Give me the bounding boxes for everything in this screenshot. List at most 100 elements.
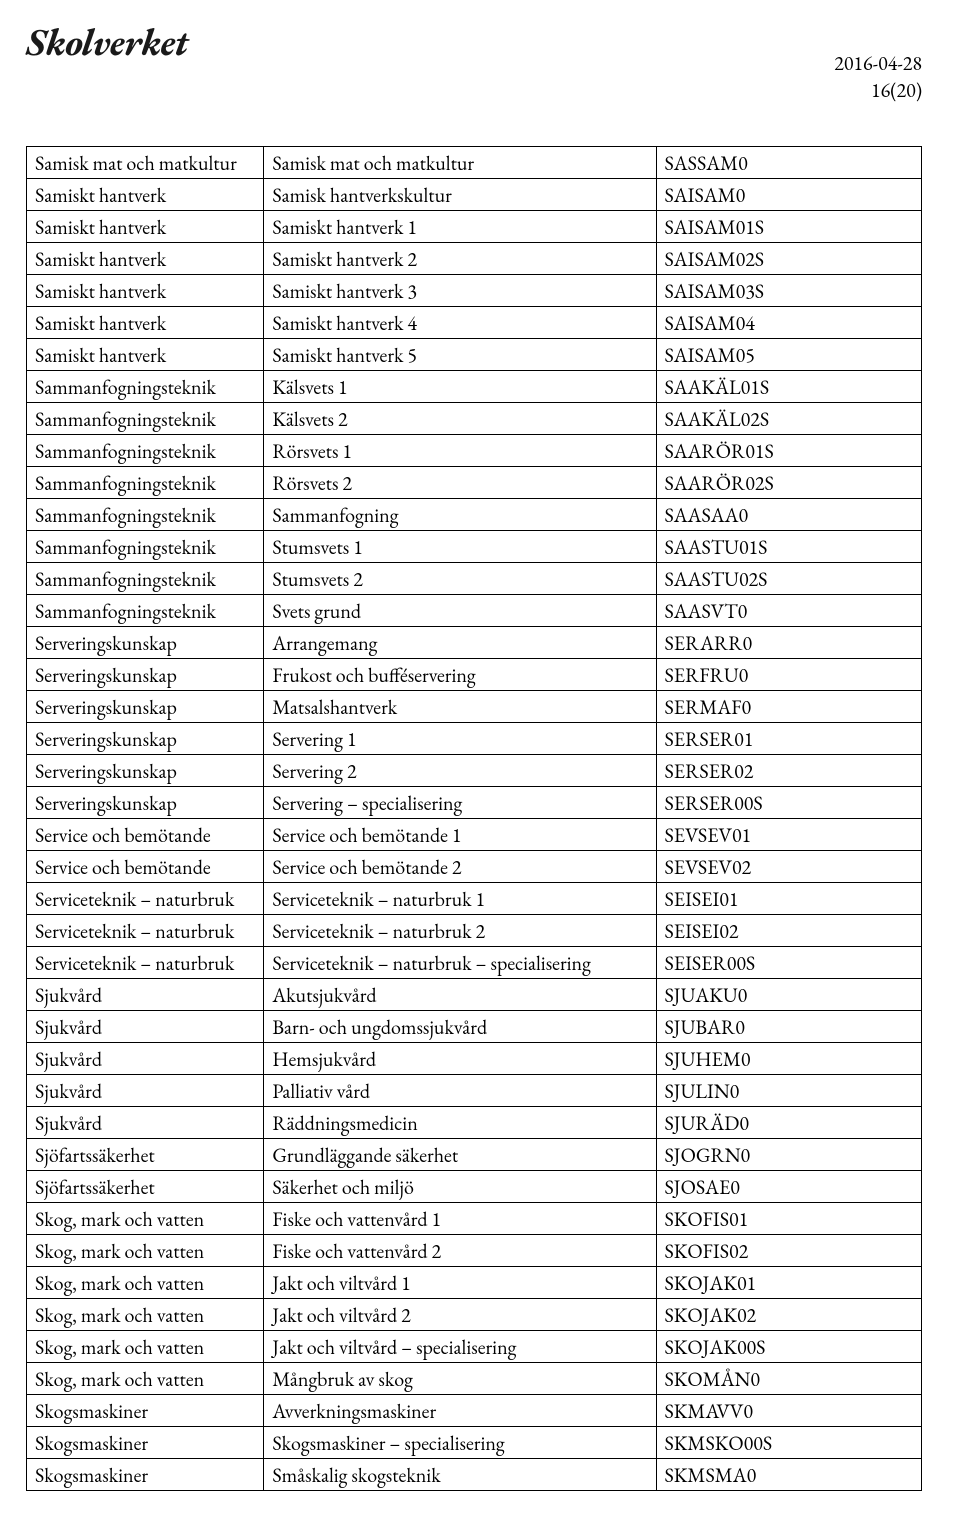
table-cell: Mångbruk av skog: [264, 1363, 656, 1395]
table-cell: Service och bemötande 1: [264, 819, 656, 851]
table-row: Serviceteknik – naturbrukServiceteknik –…: [27, 915, 922, 947]
table-cell: SERSER00S: [656, 787, 922, 819]
table-row: Skog, mark och vattenJakt och viltvård –…: [27, 1331, 922, 1363]
table-cell: Serveringskunskap: [27, 627, 264, 659]
table-row: SammanfogningsteknikSammanfogningSAASAA0: [27, 499, 922, 531]
table-cell: Skog, mark och vatten: [27, 1203, 264, 1235]
table-row: SammanfogningsteknikRörsvets 1SAARÖR01S: [27, 435, 922, 467]
table-cell: Samisk mat och matkultur: [264, 147, 656, 179]
table-cell: Sammanfogning: [264, 499, 656, 531]
table-row: Skog, mark och vattenFiske och vattenvår…: [27, 1235, 922, 1267]
table-row: SjukvårdRäddningsmedicinSJURÄD0: [27, 1107, 922, 1139]
table-cell: Skogsmaskiner – specialisering: [264, 1427, 656, 1459]
table-row: Skog, mark och vattenMångbruk av skogSKO…: [27, 1363, 922, 1395]
table-cell: Servering – specialisering: [264, 787, 656, 819]
table-cell: SERMAF0: [656, 691, 922, 723]
table-cell: Skog, mark och vatten: [27, 1299, 264, 1331]
table-cell: SKOJAK02: [656, 1299, 922, 1331]
table-cell: Jakt och viltvård 2: [264, 1299, 656, 1331]
table-cell: Service och bemötande: [27, 851, 264, 883]
table-cell: Samiskt hantverk: [27, 243, 264, 275]
table-cell: SAARÖR02S: [656, 467, 922, 499]
table-cell: SAISAM04: [656, 307, 922, 339]
table-cell: Akutsjukvård: [264, 979, 656, 1011]
table-cell: Service och bemötande: [27, 819, 264, 851]
table-cell: Serveringskunskap: [27, 659, 264, 691]
table-cell: Grundläggande säkerhet: [264, 1139, 656, 1171]
table-cell: Skog, mark och vatten: [27, 1331, 264, 1363]
table-cell: Jakt och viltvård 1: [264, 1267, 656, 1299]
table-cell: SKOJAK01: [656, 1267, 922, 1299]
table-cell: SASSAM0: [656, 147, 922, 179]
logo: Skolverket: [26, 18, 188, 67]
table-row: SkogsmaskinerSkogsmaskiner – specialiser…: [27, 1427, 922, 1459]
table-cell: Sammanfogningsteknik: [27, 403, 264, 435]
table-cell: SJURÄD0: [656, 1107, 922, 1139]
table-row: ServeringskunskapMatsalshantverkSERMAF0: [27, 691, 922, 723]
table-row: ServeringskunskapServering 2SERSER02: [27, 755, 922, 787]
table-row: Skog, mark och vattenFiske och vattenvår…: [27, 1203, 922, 1235]
table-cell: Skogsmaskiner: [27, 1427, 264, 1459]
table-row: ServeringskunskapFrukost och bufféserver…: [27, 659, 922, 691]
table-cell: Samiskt hantverk: [27, 179, 264, 211]
table-cell: SEISEI02: [656, 915, 922, 947]
table-cell: Sammanfogningsteknik: [27, 563, 264, 595]
table-row: Skog, mark och vattenJakt och viltvård 1…: [27, 1267, 922, 1299]
table-row: Skog, mark och vattenJakt och viltvård 2…: [27, 1299, 922, 1331]
table-row: Service och bemötandeService och bemötan…: [27, 851, 922, 883]
table-cell: Samisk hantverkskultur: [264, 179, 656, 211]
table-row: Samiskt hantverkSamiskt hantverk 2SAISAM…: [27, 243, 922, 275]
table-cell: Sjukvård: [27, 1107, 264, 1139]
page-header: Skolverket 2016-04-28 16(20): [26, 18, 922, 104]
table-cell: Barn- och ungdomssjukvård: [264, 1011, 656, 1043]
table-cell: SJUHEM0: [656, 1043, 922, 1075]
table-cell: Fiske och vattenvård 2: [264, 1235, 656, 1267]
table-cell: Sjöfartssäkerhet: [27, 1171, 264, 1203]
table-cell: SKOFIS01: [656, 1203, 922, 1235]
table-cell: Kälsvets 1: [264, 371, 656, 403]
table-row: SammanfogningsteknikStumsvets 2SAASTU02S: [27, 563, 922, 595]
table-row: Serviceteknik – naturbrukServiceteknik –…: [27, 947, 922, 979]
table-row: SkogsmaskinerAvverkningsmaskinerSKMAVV0: [27, 1395, 922, 1427]
table-cell: SKMSKO00S: [656, 1427, 922, 1459]
table-cell: SAAKÄL01S: [656, 371, 922, 403]
table-cell: Svets grund: [264, 595, 656, 627]
table-cell: SEISEI01: [656, 883, 922, 915]
course-table: Samisk mat och matkulturSamisk mat och m…: [26, 146, 922, 1491]
table-cell: Samiskt hantverk: [27, 211, 264, 243]
table-cell: Samiskt hantverk 2: [264, 243, 656, 275]
page: Skolverket 2016-04-28 16(20) Samisk mat …: [0, 0, 960, 1531]
table-cell: Rörsvets 2: [264, 467, 656, 499]
table-cell: Serveringskunskap: [27, 691, 264, 723]
table-row: Samiskt hantverkSamiskt hantverk 1SAISAM…: [27, 211, 922, 243]
table-cell: Samiskt hantverk: [27, 275, 264, 307]
table-cell: Sammanfogningsteknik: [27, 371, 264, 403]
table-cell: SAASTU01S: [656, 531, 922, 563]
table-cell: Serviceteknik – naturbruk 2: [264, 915, 656, 947]
table-row: SjukvårdPalliativ vårdSJULIN0: [27, 1075, 922, 1107]
table-cell: Skogsmaskiner: [27, 1459, 264, 1491]
table-row: Samiskt hantverkSamiskt hantverk 5SAISAM…: [27, 339, 922, 371]
table-cell: Kälsvets 2: [264, 403, 656, 435]
table-cell: SAISAM05: [656, 339, 922, 371]
table-row: SammanfogningsteknikSvets grundSAASVT0: [27, 595, 922, 627]
table-cell: SEVSEV01: [656, 819, 922, 851]
table-cell: SAASTU02S: [656, 563, 922, 595]
table-cell: Samiskt hantverk 4: [264, 307, 656, 339]
header-page-number: 16(20): [834, 77, 922, 104]
table-cell: SKOMÅN0: [656, 1363, 922, 1395]
table-cell: Samiskt hantverk: [27, 307, 264, 339]
table-cell: SJULIN0: [656, 1075, 922, 1107]
table-row: SjukvårdBarn- och ungdomssjukvårdSJUBAR0: [27, 1011, 922, 1043]
table-row: Samisk mat och matkulturSamisk mat och m…: [27, 147, 922, 179]
table-row: SjöfartssäkerhetSäkerhet och miljöSJOSAE…: [27, 1171, 922, 1203]
table-cell: Skog, mark och vatten: [27, 1235, 264, 1267]
table-row: SjukvårdAkutsjukvårdSJUAKU0: [27, 979, 922, 1011]
table-cell: Sjöfartssäkerhet: [27, 1139, 264, 1171]
table-cell: Palliativ vård: [264, 1075, 656, 1107]
table-row: Samiskt hantverkSamiskt hantverk 3SAISAM…: [27, 275, 922, 307]
table-cell: Servering 1: [264, 723, 656, 755]
table-cell: Sjukvård: [27, 1075, 264, 1107]
table-cell: SAISAM0: [656, 179, 922, 211]
table-cell: SAAKÄL02S: [656, 403, 922, 435]
